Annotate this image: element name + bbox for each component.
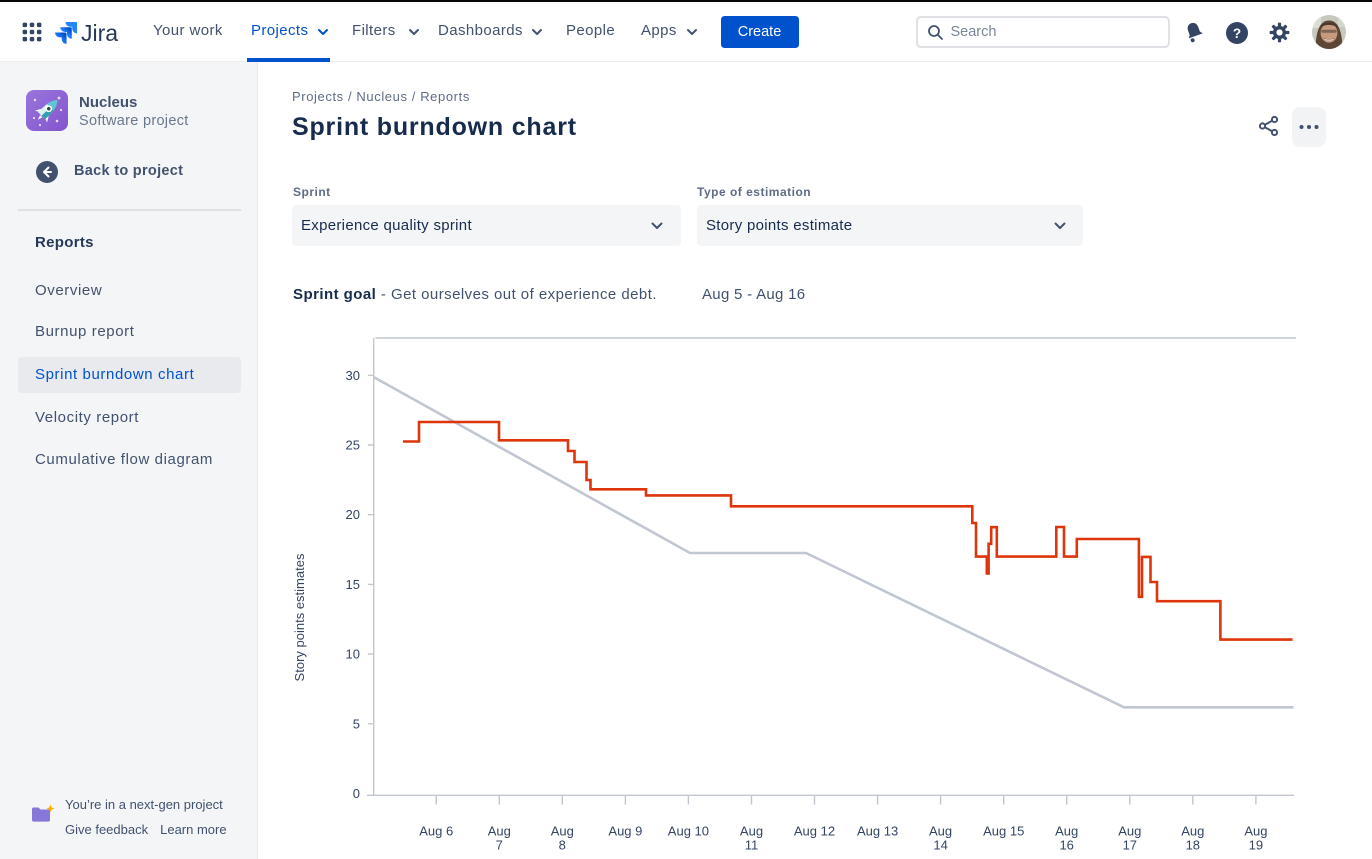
svg-text:Aug: Aug <box>740 824 763 839</box>
svg-text:17: 17 <box>1123 838 1137 853</box>
svg-text:Aug: Aug <box>1181 824 1204 839</box>
svg-text:11: 11 <box>745 838 759 853</box>
svg-text:0: 0 <box>353 786 360 801</box>
svg-text:10: 10 <box>346 647 360 662</box>
svg-text:Aug: Aug <box>1055 824 1078 839</box>
svg-text:7: 7 <box>496 838 503 853</box>
svg-text:Story points estimates: Story points estimates <box>292 553 307 681</box>
svg-text:14: 14 <box>933 838 947 853</box>
svg-text:Aug 12: Aug 12 <box>794 824 835 839</box>
svg-text:19: 19 <box>1249 838 1263 853</box>
svg-text:Aug: Aug <box>929 824 952 839</box>
svg-text:Aug: Aug <box>488 824 511 839</box>
svg-text:Aug: Aug <box>551 824 574 839</box>
svg-text:Aug 13: Aug 13 <box>857 824 898 839</box>
svg-text:Aug: Aug <box>1244 824 1267 839</box>
svg-text:18: 18 <box>1186 838 1200 853</box>
svg-text:Aug: Aug <box>1118 824 1141 839</box>
svg-text:5: 5 <box>353 716 360 731</box>
svg-text:25: 25 <box>346 438 360 453</box>
svg-text:16: 16 <box>1059 838 1073 853</box>
svg-text:Aug 10: Aug 10 <box>668 824 709 839</box>
svg-text:Aug 6: Aug 6 <box>419 824 453 839</box>
svg-text:30: 30 <box>346 368 360 383</box>
svg-text:8: 8 <box>559 838 566 853</box>
svg-text:15: 15 <box>346 577 360 592</box>
svg-text:Aug 15: Aug 15 <box>983 824 1024 839</box>
svg-text:20: 20 <box>346 507 360 522</box>
svg-text:Aug 9: Aug 9 <box>608 824 642 839</box>
svg-text:?: ? <box>1233 26 1241 41</box>
